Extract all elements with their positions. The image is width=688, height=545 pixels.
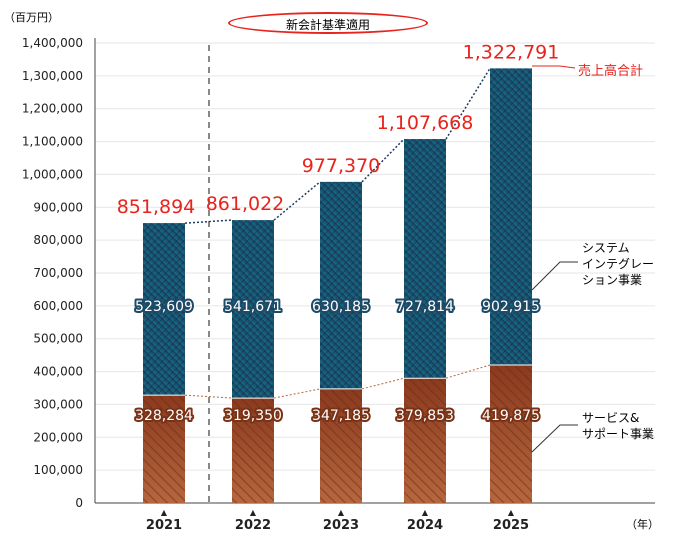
service-support-connector (273, 388, 321, 399)
bar-service-support-hatch (320, 388, 362, 503)
label-system-integration: 630,185 (312, 299, 370, 315)
legend-total: 売上高合計 (578, 64, 644, 79)
y-tick-label: 100,000 (33, 463, 83, 477)
x-tick-label: 2021 (146, 518, 182, 533)
y-tick-label: 900,000 (33, 200, 83, 214)
label-system-integration: 541,671 (224, 299, 282, 315)
bar-system-integration (232, 220, 274, 399)
bar-system-integration (404, 139, 446, 379)
bar-service-support-hatch (232, 398, 274, 503)
label-service-support: 319,350 (224, 408, 282, 424)
y-tick-label: 1,300,000 (22, 69, 83, 83)
label-system-integration: 523,609 (135, 299, 193, 315)
y-tick-label: 400,000 (33, 365, 83, 379)
label-service-support: 347,185 (312, 408, 370, 424)
legend-ss: サービス& サポート事業 (582, 411, 655, 441)
label-system-integration: 902,915 (482, 299, 540, 315)
x-tick-label: 2023 (323, 518, 359, 533)
total-leader-line (532, 65, 576, 69)
x-tick-mark: ▲ (250, 508, 257, 517)
bar-system-integration (490, 68, 532, 366)
annotation-oval (228, 12, 428, 34)
x-tick-label: 2022 (235, 518, 271, 533)
y-tick-label: 1,200,000 (22, 102, 83, 116)
y-tick-label: 500,000 (33, 332, 83, 346)
label-total: 1,322,791 (463, 41, 560, 63)
label-total: 861,022 (206, 193, 285, 215)
x-tick-label: 2025 (493, 518, 529, 533)
annotation-text: 新会計基準適用 (285, 18, 370, 32)
y-tick-label: 800,000 (33, 233, 83, 247)
x-tick-mark: ▲ (161, 508, 168, 517)
x-unit-label: （年） (626, 518, 659, 531)
bar-system-integration (143, 223, 185, 396)
legend-si: システム インテグレー ション事業 (582, 241, 655, 287)
label-service-support: 328,284 (135, 408, 193, 424)
y-tick-label: 1,000,000 (22, 167, 83, 181)
service-support-connector (361, 377, 405, 390)
label-total: 851,894 (117, 196, 196, 218)
bar-service-support-hatch (143, 395, 185, 503)
x-tick-label: 2024 (407, 518, 443, 533)
y-tick-label: 1,400,000 (22, 36, 83, 50)
label-service-support: 419,875 (482, 408, 540, 424)
y-tick-label: 700,000 (33, 266, 83, 280)
label-total: 977,370 (302, 155, 381, 177)
total-connector (445, 67, 491, 140)
x-tick-mark: ▲ (422, 508, 429, 517)
label-system-integration: 727,814 (396, 299, 454, 315)
bar-system-integration (320, 181, 362, 389)
y-tick-label: 0 (75, 496, 83, 510)
si-leader-line (531, 261, 578, 291)
label-total: 1,107,668 (377, 112, 474, 134)
total-connector (273, 181, 321, 221)
x-tick-mark: ▲ (338, 508, 345, 517)
label-service-support: 379,853 (396, 408, 454, 424)
total-connector (361, 138, 405, 183)
y-tick-label: 300,000 (33, 397, 83, 411)
x-tick-mark: ▲ (508, 508, 515, 517)
ss-leader-line (531, 424, 578, 453)
y-tick-label: 1,100,000 (22, 135, 83, 149)
bar-service-support-hatch (404, 378, 446, 503)
y-tick-label: 200,000 (33, 430, 83, 444)
bar-service-support-hatch (490, 365, 532, 503)
y-tick-label: 600,000 (33, 299, 83, 313)
unit-label: （百万円） (4, 11, 59, 24)
